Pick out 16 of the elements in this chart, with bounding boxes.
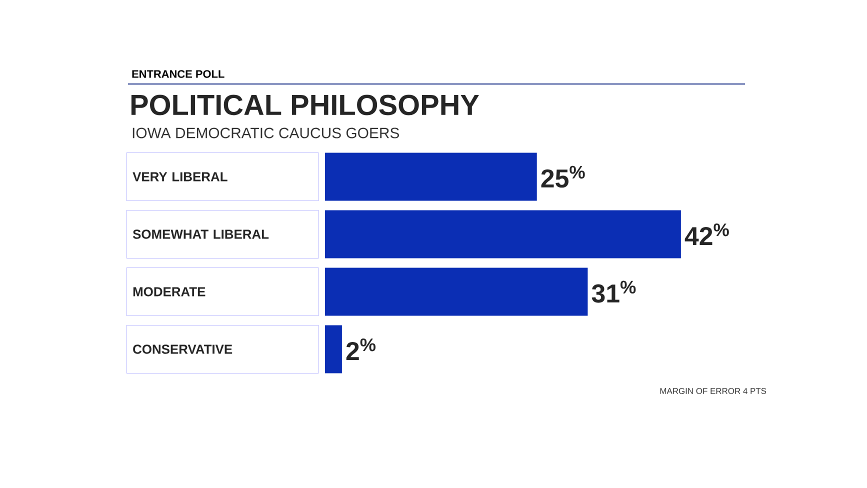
data-label: 42$^{%}$	[684, 223, 729, 246]
bar	[325, 210, 681, 258]
y-tick-label: VERY LIBERAL	[132, 172, 228, 182]
data-label: 25$^{%}$	[541, 166, 585, 188]
bar	[325, 325, 342, 374]
bar	[325, 268, 588, 316]
y-tick-label: MODERATE	[133, 287, 206, 296]
chart-title: POLITICAL PHILOSOPHY	[131, 94, 479, 116]
text: MARGIN OF ERROR 4 PTS	[660, 388, 766, 394]
y-tick-label: CONSERVATIVE	[133, 344, 232, 354]
data-label: 2$^{%}$	[346, 338, 376, 360]
chart-subtitle: IOWA DEMOCRATIC CAUCUS GOERS	[132, 128, 400, 138]
text: ENTRANCE POLL	[132, 70, 224, 78]
y-tick-label: SOMEWHAT LIBERAL	[132, 230, 269, 239]
data-label: 31$^{%}$	[592, 280, 636, 303]
bar	[325, 152, 537, 201]
